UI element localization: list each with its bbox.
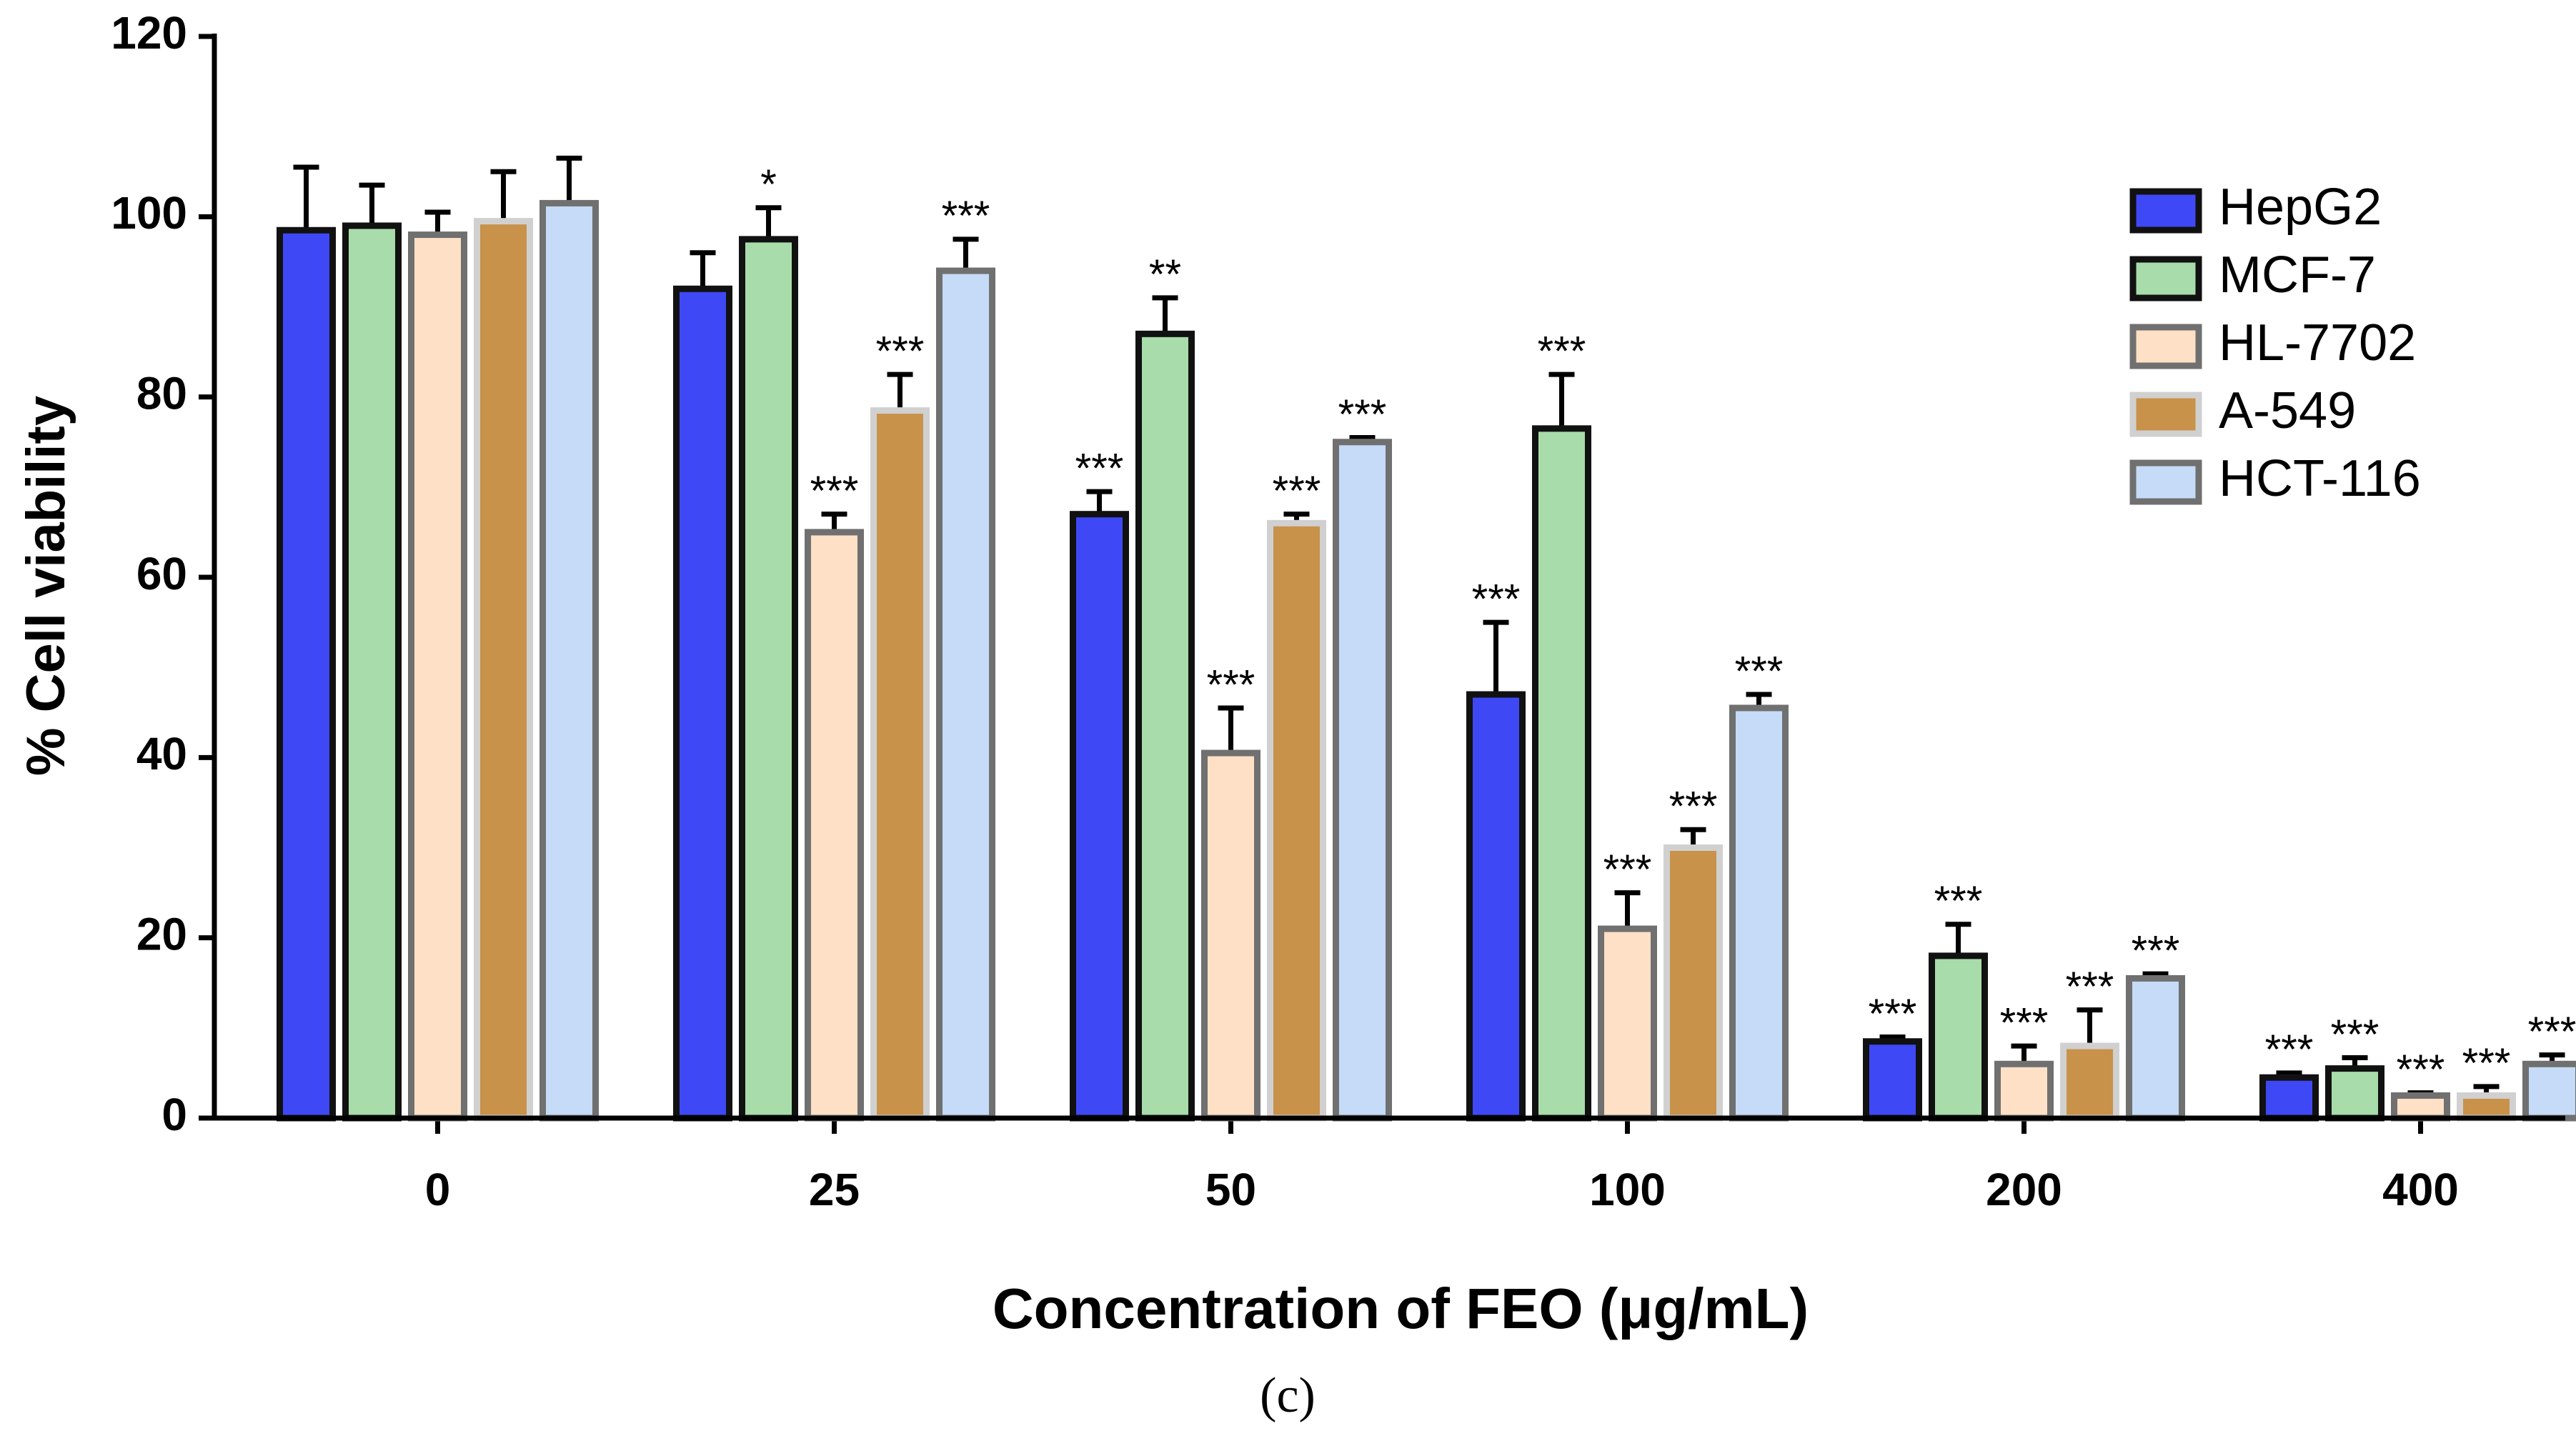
significance-label: *** — [876, 328, 925, 374]
bar — [2522, 1060, 2576, 1122]
bar — [1863, 1038, 1922, 1122]
y-tick-label: 120 — [111, 7, 187, 59]
bar — [408, 231, 467, 1122]
legend-swatch — [2129, 324, 2202, 369]
bar — [539, 199, 599, 1122]
x-tick-label: 400 — [2382, 1164, 2459, 1215]
significance-label: *** — [1338, 392, 1387, 438]
significance-label: *** — [1075, 445, 1124, 492]
x-tick-label: 100 — [1589, 1164, 1666, 1215]
legend-label: HCT-116 — [2219, 450, 2421, 507]
bar — [2060, 1042, 2119, 1122]
x-tick-label: 50 — [1205, 1164, 1256, 1215]
significance-label: *** — [1538, 328, 1586, 374]
bar — [870, 407, 930, 1122]
bar — [936, 267, 995, 1122]
significance-label: *** — [1472, 576, 1521, 622]
y-tick-label: 100 — [111, 187, 187, 239]
y-tick-label: 0 — [161, 1089, 187, 1140]
bar — [673, 285, 732, 1122]
significance-label: *** — [1735, 648, 1784, 694]
bar — [805, 529, 864, 1122]
significance-label: *** — [810, 468, 859, 514]
significance-label: * — [760, 161, 777, 208]
legend-label: A-549 — [2219, 382, 2356, 439]
bar — [1532, 425, 1591, 1122]
bar — [1201, 749, 1260, 1122]
y-tick-label: 40 — [136, 728, 187, 779]
significance-label: *** — [1273, 468, 1321, 514]
significance-label: *** — [942, 193, 990, 239]
legend-swatch — [2129, 188, 2202, 234]
x-tick-label: 25 — [809, 1164, 860, 1215]
bar — [2325, 1065, 2384, 1122]
bar — [1994, 1060, 2054, 1122]
bar — [739, 236, 798, 1122]
bar — [1598, 925, 1657, 1122]
bar — [1070, 511, 1129, 1122]
bar — [2391, 1092, 2450, 1122]
bar — [1466, 691, 1526, 1122]
bar — [1333, 439, 1392, 1122]
legend-label: HepG2 — [2219, 179, 2382, 236]
significance-label: *** — [1869, 991, 1917, 1037]
bar — [1664, 844, 1723, 1122]
significance-label: *** — [2397, 1047, 2445, 1093]
significance-label: *** — [1669, 784, 1718, 830]
significance-label: *** — [2265, 1027, 2314, 1073]
bar — [1729, 704, 1789, 1122]
significance-label: ** — [1149, 251, 1181, 298]
significance-label: *** — [2132, 927, 2180, 974]
legend-swatch — [2129, 459, 2202, 505]
bar — [342, 222, 402, 1122]
legend-label: MCF-7 — [2219, 246, 2376, 304]
bar — [2457, 1092, 2516, 1122]
significance-label: *** — [1934, 878, 1983, 924]
significance-label: *** — [2000, 999, 2049, 1046]
bar — [474, 218, 533, 1122]
legend-swatch — [2129, 392, 2202, 437]
significance-label: *** — [2462, 1040, 2511, 1087]
legend-swatch — [2129, 256, 2202, 301]
significance-label: *** — [1207, 662, 1255, 708]
y-axis-title: % Cell viability — [16, 396, 76, 776]
significance-label: *** — [1603, 847, 1652, 893]
bar — [2126, 974, 2185, 1122]
bar — [1267, 519, 1326, 1122]
significance-label: *** — [2331, 1012, 2379, 1058]
significance-label: *** — [2528, 1009, 2576, 1055]
y-tick-label: 20 — [136, 909, 187, 960]
legend-label: HL-7702 — [2219, 314, 2416, 372]
caption: (c) — [1260, 1368, 1316, 1423]
bar — [2259, 1074, 2319, 1122]
x-tick-label: 0 — [425, 1164, 451, 1215]
x-axis-title: Concentration of FEO (μg/mL) — [993, 1277, 1809, 1340]
x-tick-label: 200 — [1986, 1164, 2062, 1215]
bar — [1135, 330, 1195, 1122]
y-tick-label: 80 — [136, 368, 187, 419]
y-tick-label: 60 — [136, 548, 187, 599]
bar — [1929, 952, 1988, 1122]
bar — [277, 226, 336, 1122]
significance-label: *** — [2066, 964, 2114, 1010]
